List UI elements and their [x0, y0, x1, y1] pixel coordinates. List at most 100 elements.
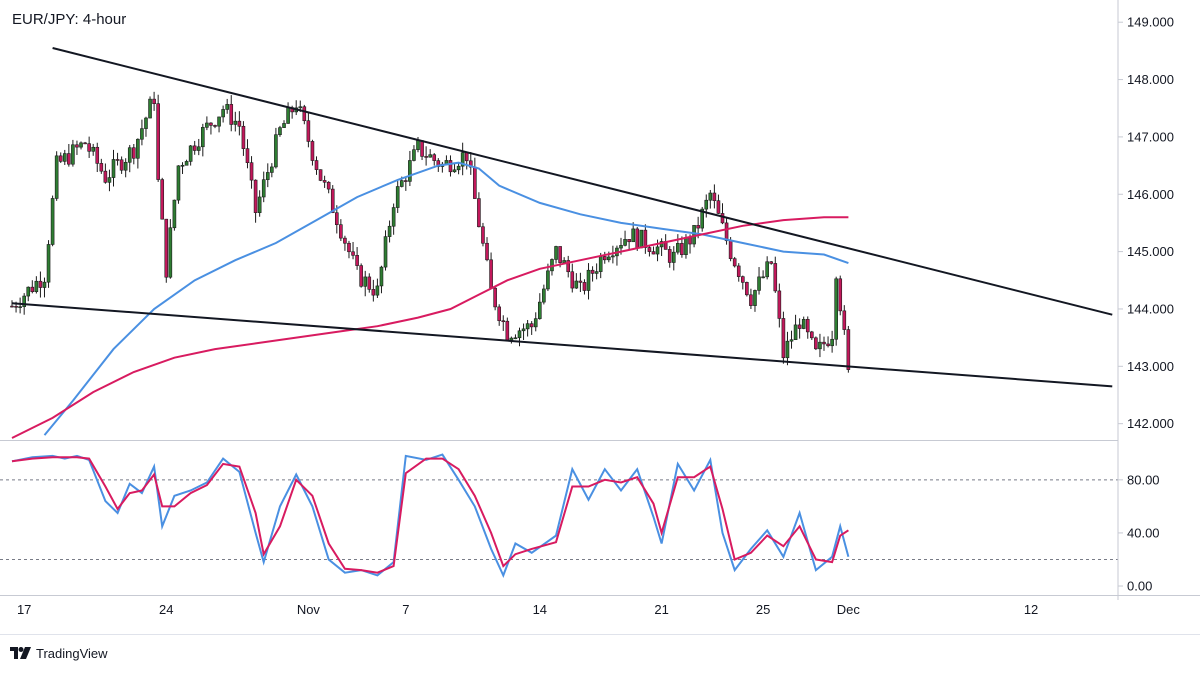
candle-down [497, 306, 502, 322]
candle-down [343, 237, 347, 244]
candle-up [184, 161, 189, 166]
moving-average-blue [43, 161, 849, 436]
price-tick-label: 148.000 [1127, 72, 1174, 87]
oscillator-tick-label: 40.00 [1127, 525, 1160, 540]
candle-down [651, 251, 656, 255]
candle-down [87, 143, 91, 152]
candle-up [761, 276, 765, 279]
candle-up [789, 339, 794, 342]
candle-up [196, 146, 201, 151]
candle-down [310, 141, 315, 161]
candle-up [525, 323, 530, 330]
price-tick-label: 143.000 [1127, 359, 1174, 374]
candle-down [464, 152, 469, 162]
price-tick-label: 145.000 [1127, 244, 1174, 259]
candle-down [846, 329, 851, 370]
candle-down [745, 282, 749, 296]
candle-up [363, 276, 368, 287]
candle-up [542, 288, 546, 303]
candle-down [501, 320, 506, 323]
candle-down [578, 280, 583, 283]
candle-down [627, 239, 631, 243]
candle-up [655, 246, 660, 255]
candle-down [160, 179, 165, 220]
candle-up [123, 161, 128, 171]
candle-up [785, 340, 790, 359]
candle-down [814, 337, 818, 350]
candle-down [355, 255, 359, 266]
price-axis[interactable]: 149.000 148.000 147.000 146.000 145.000 144.0… [1118, 15, 1174, 431]
candle-down [334, 212, 339, 225]
candle-up [513, 337, 518, 340]
candle-up [71, 144, 75, 165]
candle-down [769, 261, 774, 264]
candle-up [554, 246, 558, 260]
candle-down [529, 323, 534, 328]
candle-down [635, 228, 640, 249]
candle-down [245, 148, 250, 163]
candle-up [140, 128, 144, 140]
oscillator-tick-label: 0.00 [1127, 579, 1152, 594]
candle-up [111, 159, 116, 178]
candle-up [460, 152, 465, 167]
candle-up [631, 228, 635, 243]
candle-down [481, 226, 485, 244]
time-tick-label: Dec [837, 602, 861, 617]
candle-up [387, 225, 392, 237]
candle-down [712, 192, 717, 202]
candle-up [676, 243, 680, 253]
candle-down [38, 280, 43, 288]
candle-down [326, 181, 331, 190]
candle-up [265, 172, 270, 180]
candle-down [314, 160, 319, 170]
oscillator-axis[interactable]: 80.00 40.00 0.00 [1118, 472, 1160, 594]
price-tick-label: 142.000 [1127, 416, 1174, 431]
candle-down [432, 154, 437, 161]
candle-down [330, 188, 335, 214]
candle-up [217, 116, 221, 127]
candle-down [838, 278, 843, 312]
tradingview-brand-name: TradingView [36, 645, 108, 661]
tradingview-brand[interactable]: TradingView [10, 643, 108, 663]
candle-up [619, 245, 623, 249]
candle-down [805, 319, 810, 333]
candle-up [765, 261, 769, 278]
candle-down [647, 247, 652, 252]
oscillator-tick-label: 80.00 [1127, 472, 1160, 487]
candle-up [391, 207, 396, 227]
candle-down [643, 229, 648, 248]
candle-down [10, 305, 14, 308]
candle-up [509, 337, 514, 341]
candle-up [50, 198, 55, 245]
candle-down [822, 341, 826, 345]
candle-down [570, 271, 575, 289]
candle-up [375, 285, 380, 296]
candle-down [83, 142, 87, 145]
candle-down [322, 180, 327, 183]
axes-borders [0, 0, 1200, 635]
candle-down [736, 265, 741, 277]
time-tick-label: 14 [533, 602, 547, 617]
candle-up [830, 338, 834, 347]
candle-down [781, 318, 786, 359]
candle-down [667, 249, 672, 263]
candle-up [180, 164, 185, 167]
candle-up [517, 330, 522, 339]
price-tick-label: 144.000 [1127, 301, 1174, 316]
candle-down [590, 269, 595, 274]
candle-down [302, 106, 307, 122]
candle-down [424, 156, 428, 158]
candle-down [241, 125, 246, 149]
candle-up [834, 278, 838, 340]
candle-down [132, 147, 136, 159]
candle-down [558, 246, 562, 263]
time-tick-label: 21 [654, 602, 668, 617]
candle-down [404, 180, 408, 182]
time-tick-label: 17 [17, 602, 31, 617]
candle-up [22, 295, 26, 307]
candle-up [144, 117, 148, 129]
candle-up [594, 271, 599, 274]
candle-up [395, 186, 400, 208]
time-axis[interactable]: 17 24 Nov 7 14 21 25 Dec 12 [17, 602, 1038, 617]
candle-down [826, 343, 830, 347]
